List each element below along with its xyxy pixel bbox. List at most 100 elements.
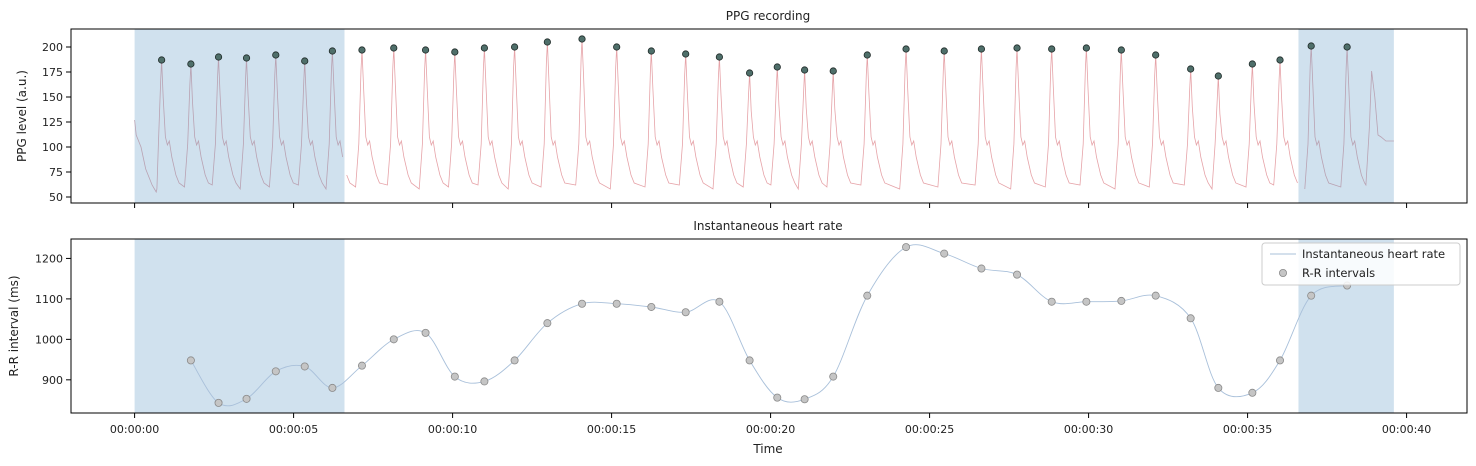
rr-interval-marker (902, 243, 911, 252)
heart-rate-x-tick-label: 00:00:05 (269, 423, 318, 436)
ppg-peak-marker (1307, 42, 1315, 50)
ppg-y-tick-label: 75 (49, 166, 63, 179)
ppg-peak-marker (242, 54, 251, 62)
ppg-peak-marker (214, 53, 223, 61)
ppg-peak-marker (1013, 44, 1021, 52)
rr-interval-marker (715, 297, 724, 306)
ppg-y-tick-label: 100 (42, 141, 63, 154)
rr-interval-marker (1214, 383, 1223, 392)
ppg-peak-marker (682, 50, 690, 58)
ppg-peak-marker (480, 44, 488, 52)
ppg-peak-marker (1117, 46, 1125, 54)
ppg-peak-marker (578, 35, 586, 43)
rr-interval-marker (357, 361, 366, 370)
rr-interval-marker (543, 319, 552, 328)
ppg-peak-marker (1248, 60, 1256, 68)
ppg-peak-marker (390, 44, 398, 52)
heart-rate-y-tick-label: 1000 (35, 333, 63, 346)
rr-interval-marker (647, 302, 656, 311)
x-axis-label: Time (752, 442, 782, 456)
ppg-peak-marker (1048, 45, 1056, 53)
ppg-y-tick-label: 200 (42, 41, 63, 54)
heart-rate-panel: Instantaneous heart rate 900 1000 1100 1200… (7, 219, 1468, 456)
ppg-shaded-regions (134, 29, 1394, 203)
rr-interval-marker (1186, 314, 1195, 323)
ppg-peak-marker (158, 56, 166, 64)
rr-interval-marker (480, 377, 489, 386)
rr-interval-marker (1013, 270, 1022, 279)
rr-interval-marker (800, 395, 809, 404)
ppg-peak-marker (773, 63, 781, 71)
ppg-peak-marker (715, 53, 723, 61)
legend-marker-swatch (1279, 268, 1288, 277)
legend-box (1261, 242, 1461, 286)
ppg-signal-line (346, 38, 1298, 191)
ppg-peak-marker (1276, 56, 1284, 64)
ppg-shaded-region (1298, 29, 1394, 203)
ppg-peak-marker (1214, 72, 1222, 80)
ppg-peak-marker (543, 38, 551, 46)
ppg-y-tick-label: 175 (42, 66, 63, 79)
ppg-plot-area (134, 35, 1394, 194)
ppg-peak-marker (829, 67, 837, 75)
rr-interval-marker (940, 249, 949, 258)
heart-rate-x-axis-ticks: 00:00:00 00:00:05 00:00:10 00:00:15 00:00:20… (110, 413, 1431, 436)
rr-interval-marker (773, 393, 782, 402)
rr-interval-marker (1047, 297, 1056, 306)
heart-rate-x-tick-label: 00:00:30 (1064, 423, 1113, 436)
ppg-peak-marker (1152, 51, 1160, 59)
ppg-peak-marker (977, 45, 986, 53)
rr-interval-marker (612, 299, 621, 308)
ppg-x-axis-ticks (134, 203, 1408, 208)
ppg-peak-marker (301, 57, 309, 65)
legend: Instantaneous heart rate R-R intervals (1261, 242, 1461, 286)
ppg-peak-marker (863, 51, 871, 59)
ppg-peak-marker (647, 47, 655, 55)
ppg-peak-marker (1187, 65, 1195, 73)
ppg-peak-marker (451, 48, 459, 56)
ppg-y-tick-label: 150 (42, 91, 63, 104)
ppg-peak-marker (746, 69, 754, 77)
rr-interval-marker (863, 291, 872, 300)
ppg-peak-marker (358, 46, 366, 54)
rr-interval-marker (977, 264, 986, 273)
ppg-y-tick-label: 50 (49, 191, 63, 204)
rr-interval-marker (1307, 291, 1316, 300)
rr-interval-marker (271, 367, 280, 376)
ppg-y-axis-label: PPG level (a.u.) (15, 70, 29, 162)
ppg-shaded-region (134, 29, 345, 203)
ppg-peak-marker (328, 47, 336, 55)
ppg-peak-marker (613, 43, 621, 51)
ppg-panel-title: PPG recording (726, 9, 810, 23)
legend-entry-rr-intervals: R-R intervals (1302, 266, 1375, 280)
ppg-y-tick-label: 125 (42, 116, 63, 129)
ppg-peak-marker (940, 47, 948, 55)
rr-interval-marker (186, 356, 195, 365)
rr-interval-marker (389, 335, 398, 344)
heart-rate-y-axis-ticks: 900 1000 1100 1200 (35, 252, 71, 387)
rr-interval-marker (829, 372, 838, 381)
ppg-peak-marker (1082, 44, 1090, 52)
heart-rate-x-tick-label: 00:00:40 (1382, 423, 1431, 436)
rr-interval-marker (1151, 291, 1160, 300)
ppg-panel: PPG recording 50 75 100 125 150 175 200 PPG le… (15, 9, 1468, 208)
ppg-peak-marker (187, 60, 195, 68)
heart-rate-x-tick-label: 00:00:10 (428, 423, 477, 436)
heart-rate-y-axis-label: R-R interval (ms) (7, 275, 21, 376)
ppg-signal-line-shaded-start (134, 50, 343, 194)
heart-rate-x-tick-label: 00:00:35 (1223, 423, 1272, 436)
rr-interval-marker (745, 356, 754, 365)
ppg-signal-line-shaded-end (1304, 45, 1394, 190)
ppg-peak-markers (158, 35, 1351, 80)
rr-interval-marker (578, 299, 587, 308)
legend-entry-heart-rate: Instantaneous heart rate (1302, 247, 1445, 261)
heart-rate-x-tick-label: 00:00:15 (587, 423, 636, 436)
ppg-y-axis-ticks: 50 75 100 125 150 175 200 (42, 41, 71, 204)
rr-interval-marker (681, 308, 690, 317)
rr-interval-marker (242, 394, 251, 403)
heart-rate-x-tick-label: 00:00:25 (905, 423, 954, 436)
rr-interval-marker (1276, 356, 1285, 365)
ppg-peak-marker (801, 66, 809, 74)
rr-interval-marker (328, 383, 337, 392)
